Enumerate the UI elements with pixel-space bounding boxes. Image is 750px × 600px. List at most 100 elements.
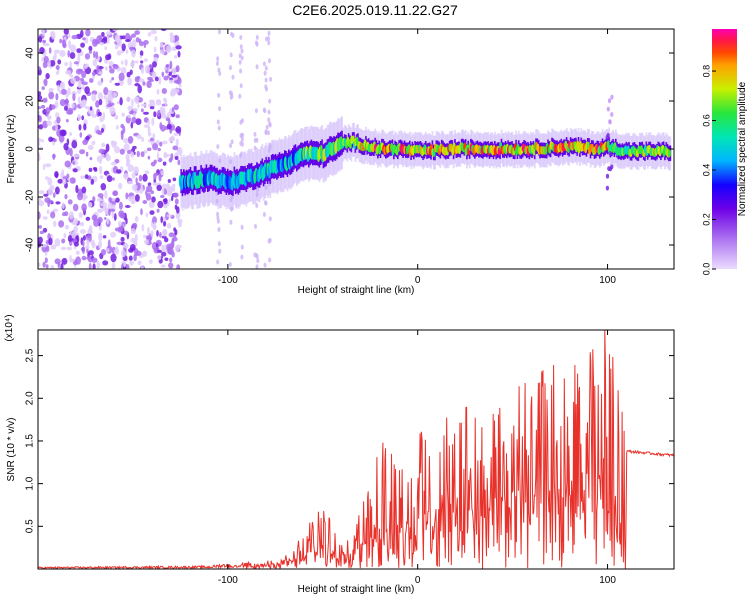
noise-dot <box>88 262 92 269</box>
noise-dot <box>146 185 153 193</box>
streak-dot <box>262 61 266 67</box>
noise-dot <box>97 111 102 117</box>
noise-dot <box>88 225 93 234</box>
noise-dot <box>114 227 121 232</box>
streak-dot <box>229 143 232 149</box>
noise-dot <box>177 159 181 166</box>
x-tick-label: 100 <box>599 275 616 286</box>
noise-dot <box>174 204 178 210</box>
streak-dot <box>230 139 234 145</box>
noise-dot <box>85 135 90 141</box>
noise-dot <box>53 220 57 227</box>
noise-dot <box>38 110 41 116</box>
streak-dot <box>255 203 259 208</box>
noise-dot <box>75 184 79 194</box>
noise-dot <box>51 31 56 40</box>
noise-dot <box>106 103 113 108</box>
streak-dot <box>239 119 243 125</box>
noise-dot <box>104 190 108 199</box>
noise-dot <box>126 158 131 166</box>
noise-dot <box>82 241 85 247</box>
noise-dot <box>146 227 150 235</box>
noise-dot <box>173 79 180 84</box>
noise-dot <box>140 151 145 158</box>
noise-dot <box>72 203 79 212</box>
noise-dot <box>169 60 173 70</box>
noise-dot <box>80 29 84 38</box>
streak-dot <box>255 41 259 47</box>
noise-dot <box>166 214 173 218</box>
noise-dot <box>130 227 137 234</box>
noise-dot <box>81 203 87 212</box>
noise-dot <box>85 151 89 157</box>
noise-dot <box>141 108 144 113</box>
noise-dot <box>122 266 127 269</box>
noise-dot <box>134 215 139 223</box>
noise-dot <box>160 195 165 198</box>
snr-frame <box>37 329 675 570</box>
noise-dot <box>112 191 118 196</box>
noise-dot <box>142 200 148 204</box>
spectrogram-image <box>38 29 672 269</box>
noise-dot <box>154 36 158 42</box>
noise-dot <box>100 183 107 191</box>
noise-dot <box>127 181 133 185</box>
streak-dot <box>239 35 243 40</box>
y-tick-label: -40 <box>25 237 36 252</box>
noise-dot <box>64 194 68 200</box>
noise-dot <box>152 143 159 151</box>
noise-dot <box>138 78 145 83</box>
y-multiplier: (x10⁴) <box>4 314 15 341</box>
x-tick-label: -100 <box>218 275 238 286</box>
noise-dot <box>162 161 167 166</box>
colorbar-tick-label: 0.4 <box>701 164 711 177</box>
noise-dot <box>172 185 176 192</box>
noise-dot <box>58 220 65 228</box>
noise-dot <box>169 257 173 263</box>
noise-dot <box>57 178 63 184</box>
noise-dot <box>77 96 81 105</box>
noise-dot <box>80 175 85 179</box>
y-axis-label: Frequency (Hz) <box>6 115 17 184</box>
streak-dot <box>254 108 258 114</box>
noise-dot <box>111 77 115 81</box>
noise-dot <box>144 170 150 175</box>
noise-dot <box>131 49 136 58</box>
noise-dot <box>151 196 156 203</box>
streak-dot <box>216 144 220 150</box>
noise-dot <box>127 136 134 144</box>
noise-dot <box>65 119 69 123</box>
noise-dot <box>140 208 143 216</box>
noise-dot <box>143 150 148 154</box>
noise-dot <box>97 66 104 70</box>
noise-dot <box>96 129 101 135</box>
noise-dot <box>126 71 131 78</box>
noise-dot <box>99 175 104 179</box>
noise-dot <box>50 244 57 250</box>
x-tick-label: -100 <box>218 575 238 586</box>
noise-dot <box>92 38 98 47</box>
streak-dot <box>229 219 233 225</box>
noise-dot <box>109 106 116 115</box>
noise-dot <box>55 65 60 70</box>
colorbar-tick-label: 0.0 <box>701 263 711 276</box>
noise-dot <box>114 146 120 154</box>
streak-dot <box>267 130 270 136</box>
x-tick-label: 0 <box>415 575 421 586</box>
noise-dot <box>89 78 94 83</box>
noise-dot <box>119 97 123 106</box>
streak-dot <box>238 93 242 99</box>
noise-dot <box>134 30 140 35</box>
noise-dot <box>98 240 103 249</box>
noise-dot <box>156 88 160 95</box>
noise-dot <box>101 154 105 159</box>
noise-dot <box>114 82 121 86</box>
noise-dot <box>138 174 143 182</box>
noise-dot <box>155 100 162 106</box>
noise-dot <box>56 116 61 124</box>
colorbar-label: Normalized spectral amplitude <box>737 81 748 216</box>
streak-dot <box>267 36 270 42</box>
noise-dot <box>38 137 42 143</box>
noise-dot <box>174 156 179 160</box>
noise-dot <box>140 60 144 64</box>
